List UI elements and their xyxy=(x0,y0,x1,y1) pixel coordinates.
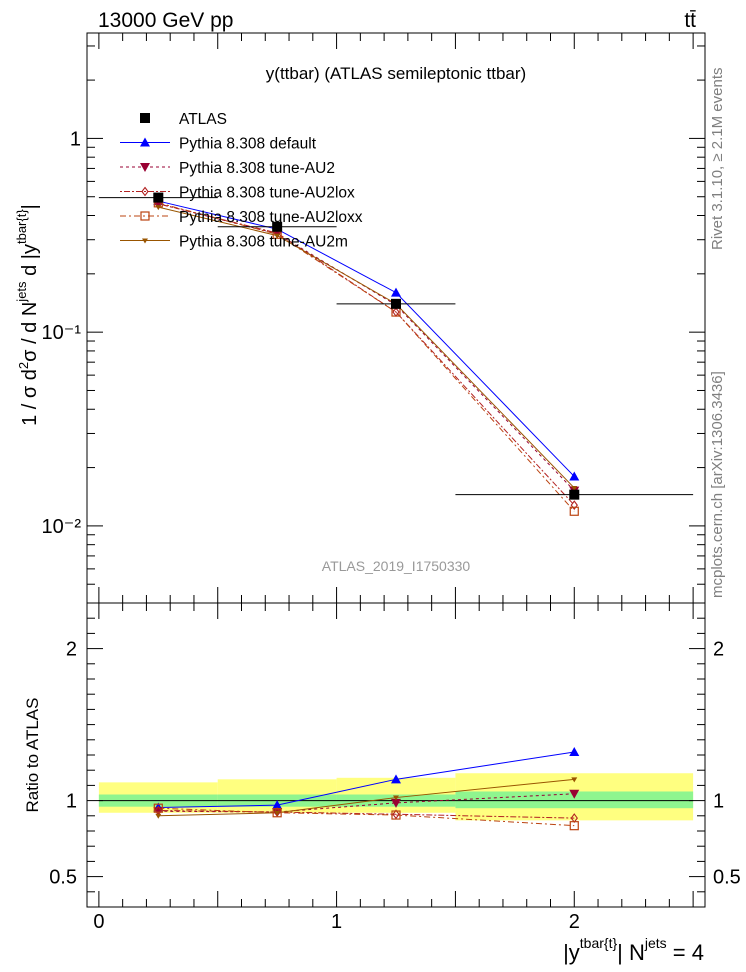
ratio-point-4 xyxy=(274,810,281,816)
legend-marker xyxy=(140,163,150,172)
main-y-axis-label: 1 / σ d2σ / d Njets d |ytbar{t}| xyxy=(14,204,41,426)
ratio-point-1 xyxy=(391,798,401,808)
legend: ATLAS Pythia 8.308 default Pythia 8.308 tu… xyxy=(120,111,363,251)
ratio-point-1 xyxy=(569,789,580,799)
legend-label: Pythia 8.308 tune-AU2m xyxy=(179,234,348,251)
series-point-0 xyxy=(391,287,401,297)
source-label: mcplots.cern.ch [arXiv:1306.3436] xyxy=(709,371,726,598)
x-tick-label: 0 xyxy=(93,911,104,933)
svg-text:1 / σ d2σ / d Njets d |ytbar{t: 1 / σ d2σ / d Njets d |ytbar{t}| xyxy=(14,204,41,426)
energy-label: 13000 GeV pp xyxy=(98,9,233,32)
legend-marker xyxy=(140,113,150,123)
x-tick-label: 1 xyxy=(331,911,342,933)
ratio-point-0 xyxy=(569,746,580,756)
rivet-label: Rivet 3.1.10, ≥ 2.1M events xyxy=(709,68,726,251)
series-point-4 xyxy=(274,233,281,239)
x-tick-label: 2 xyxy=(569,911,580,933)
ratio-line-0 xyxy=(158,751,575,808)
series-point-3 xyxy=(569,506,579,516)
ratio-point-3 xyxy=(272,808,282,818)
atlas-point xyxy=(391,298,401,309)
legend-marker xyxy=(140,137,150,147)
svg-text:|ytbar{t}| Njets = 4: |ytbar{t}| Njets = 4 xyxy=(563,935,704,965)
ratio-point-0 xyxy=(391,774,401,784)
ratio-point-4 xyxy=(571,777,578,783)
main-plot-panel: 10⁻² 10⁻¹ 1 y(ttbar) (ATLAS semileptonic t… xyxy=(42,32,706,604)
main-y-tick-label: 10⁻¹ xyxy=(42,322,82,344)
ratio-point-0 xyxy=(272,800,283,810)
series-line-0 xyxy=(158,200,575,477)
ratio-plot-frame xyxy=(86,602,706,908)
atlas-point xyxy=(569,489,580,500)
ratio-y-tick-label-right: 2 xyxy=(713,639,724,661)
atlas-point xyxy=(272,221,283,232)
ratio-y-tick-label: 2 xyxy=(66,639,77,661)
legend-label: ATLAS xyxy=(179,111,227,128)
ratio-point-4 xyxy=(155,813,162,819)
ratio-y-tick-label: 1 xyxy=(66,791,77,813)
legend-label: Pythia 8.308 default xyxy=(179,136,317,153)
ratio-point-3 xyxy=(391,810,401,820)
series-line-3 xyxy=(158,202,575,512)
ratio-y-axis-label: Ratio to ATLAS xyxy=(23,698,42,813)
ratio-band-inner xyxy=(455,791,694,809)
legend-label: Pythia 8.308 tune-AU2lox xyxy=(179,185,355,202)
main-chart-title: y(ttbar) (ATLAS semileptonic ttbar) xyxy=(266,64,526,83)
series-point-0 xyxy=(569,471,580,481)
series-point-2 xyxy=(570,500,578,511)
watermark: ATLAS_2019_I1750330 xyxy=(322,558,471,574)
ratio-y-tick-label-right: 0.5 xyxy=(713,867,741,889)
series-point-4 xyxy=(155,205,162,211)
ratio-y-tick-label: 0.5 xyxy=(49,867,77,889)
ratio-point-2 xyxy=(392,809,400,820)
main-y-tick-label: 1 xyxy=(70,128,81,150)
series-point-4 xyxy=(571,485,578,491)
legend-marker xyxy=(141,186,149,197)
ratio-point-2 xyxy=(273,807,281,817)
ratio-plot-panel: 0.5 0.5 1 1 2 2 0 1 2 xyxy=(49,602,741,933)
series-line-4 xyxy=(158,206,575,489)
main-y-tick-label: 10⁻² xyxy=(42,516,82,538)
ratio-point-4 xyxy=(393,795,399,801)
atlas-point xyxy=(153,192,164,203)
ratio-line-3 xyxy=(158,807,575,827)
legend-label: Pythia 8.308 tune-AU2 xyxy=(179,160,335,177)
process-label: tt̄ xyxy=(684,9,696,32)
legend-marker xyxy=(142,238,148,244)
ratio-point-3 xyxy=(569,821,579,831)
ratio-point-3 xyxy=(153,803,163,813)
legend-marker xyxy=(140,211,150,221)
x-axis-label: |ytbar{t}| Njets = 4 xyxy=(563,935,704,965)
ratio-line-4 xyxy=(158,778,575,817)
legend-label: Pythia 8.308 tune-AU2loxx xyxy=(179,209,363,226)
ratio-y-tick-label-right: 1 xyxy=(713,791,724,813)
